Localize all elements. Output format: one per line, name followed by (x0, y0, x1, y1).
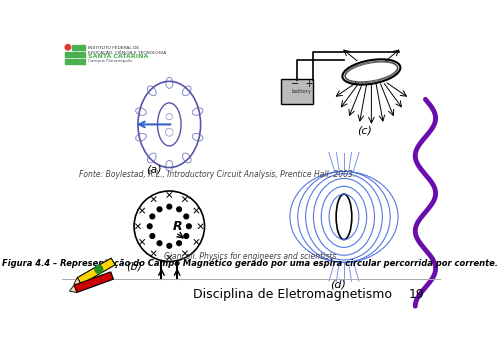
Polygon shape (74, 272, 114, 293)
Text: 19: 19 (408, 288, 424, 301)
Circle shape (95, 265, 102, 273)
Text: (d): (d) (330, 279, 345, 289)
Polygon shape (70, 285, 76, 293)
Text: Figura 4.4 – Representação do Campo Magnético gerado por uma espira circular per: Figura 4.4 – Representação do Campo Magn… (2, 258, 498, 268)
Text: Giancoli. Physics for engineers and scientists: Giancoli. Physics for engineers and scie… (164, 252, 336, 261)
Bar (79, 59, 84, 64)
Bar (65, 52, 70, 57)
Circle shape (157, 207, 162, 212)
Polygon shape (78, 258, 115, 285)
Text: SANTA CATARINA: SANTA CATARINA (88, 54, 148, 59)
Circle shape (167, 204, 172, 209)
Bar (72, 44, 78, 50)
Bar (65, 59, 70, 64)
Circle shape (150, 234, 154, 238)
Circle shape (65, 44, 70, 50)
Bar (79, 44, 84, 50)
Circle shape (150, 214, 154, 219)
Bar (72, 52, 78, 57)
Circle shape (184, 214, 188, 219)
Circle shape (157, 241, 162, 246)
Circle shape (184, 234, 188, 238)
Text: battery: battery (292, 89, 312, 94)
Text: R: R (173, 220, 183, 233)
Polygon shape (74, 278, 81, 285)
Circle shape (167, 244, 172, 248)
Text: Campus Florianópolis: Campus Florianópolis (88, 59, 132, 62)
Text: Disciplina de Eletromagnetismo: Disciplina de Eletromagnetismo (193, 288, 392, 301)
Text: −  +: − + (292, 79, 314, 89)
Circle shape (176, 207, 182, 212)
FancyBboxPatch shape (280, 79, 314, 104)
Bar (79, 52, 84, 57)
Circle shape (186, 224, 191, 229)
Circle shape (148, 224, 152, 229)
Circle shape (176, 241, 182, 246)
Text: INSTITUTO FEDERAL DE: INSTITUTO FEDERAL DE (88, 46, 139, 50)
Text: Fonte: Boylestad, R.L., Introductory Circuit Analysis, Prentice Hall, 2003.: Fonte: Boylestad, R.L., Introductory Cir… (79, 170, 355, 179)
Text: EDUCAÇÃO, CIÊNCIA E TECNOLOGIA: EDUCAÇÃO, CIÊNCIA E TECNOLOGIA (88, 50, 166, 55)
Text: (c): (c) (358, 125, 372, 135)
Text: (a): (a) (146, 165, 162, 175)
Text: (b): (b) (126, 261, 142, 271)
Bar (72, 59, 78, 64)
